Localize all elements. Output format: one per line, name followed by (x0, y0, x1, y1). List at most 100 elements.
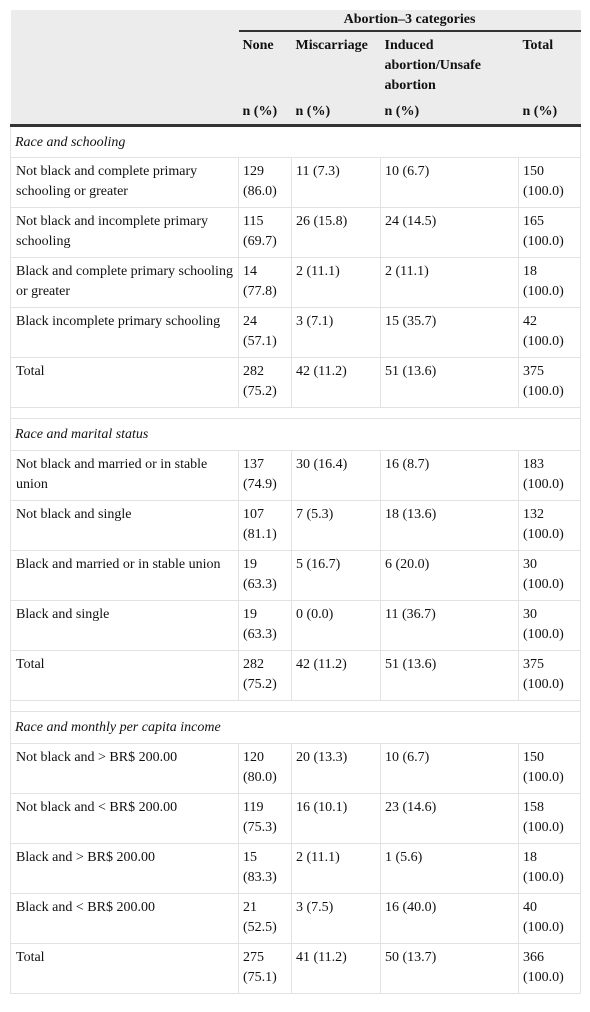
cell: 150 (100.0) (518, 743, 581, 794)
row-label: Black and single (10, 600, 239, 651)
cell: 275 (75.1) (238, 943, 292, 994)
data-row: Not black and single 107 (81.1) 7 (5.3) 18 … (10, 500, 581, 551)
cell: 15 (83.3) (238, 843, 292, 894)
unit-label: n (%) (238, 102, 292, 127)
data-row: Black incomplete primary schooling 24 (57… (10, 307, 581, 358)
row-label: Not black and married or in stable union (10, 450, 239, 501)
row-label: Black incomplete primary schooling (10, 307, 239, 358)
cell: 2 (11.1) (380, 257, 519, 308)
cell: 42 (100.0) (518, 307, 581, 358)
row-label: Total (10, 943, 239, 994)
data-row: Black and married or in stable union 19 (… (10, 550, 581, 601)
cell: 5 (16.7) (291, 550, 381, 601)
cell: 0 (0.0) (291, 600, 381, 651)
spacer (10, 407, 581, 419)
cell: 375 (100.0) (518, 357, 581, 408)
cell: 42 (11.2) (291, 650, 381, 701)
cell: 10 (6.7) (380, 743, 519, 794)
cell: 42 (11.2) (291, 357, 381, 408)
cell: 19 (63.3) (238, 550, 292, 601)
row-label: Not black and incomplete primary schooli… (10, 207, 239, 258)
section-row: Race and monthly per capita income (10, 711, 581, 744)
cell: 115 (69.7) (238, 207, 292, 258)
group-header: Abortion–3 categories (238, 10, 581, 32)
unit-label: n (%) (518, 102, 581, 127)
cell: 30 (16.4) (291, 450, 381, 501)
cell: 366 (100.0) (518, 943, 581, 994)
row-label: Not black and single (10, 500, 239, 551)
cell: 137 (74.9) (238, 450, 292, 501)
row-label: Total (10, 357, 239, 408)
row-label: Black and > BR$ 200.00 (10, 843, 239, 894)
section-title: Race and monthly per capita income (10, 711, 581, 744)
unit-label: n (%) (291, 102, 381, 127)
cell: 2 (11.1) (291, 843, 381, 894)
cell: 23 (14.6) (380, 793, 519, 844)
cell: 165 (100.0) (518, 207, 581, 258)
cell: 30 (100.0) (518, 600, 581, 651)
section-row: Race and schooling (10, 125, 581, 158)
data-row: Total 282 (75.2) 42 (11.2) 51 (13.6) 375 (10… (10, 357, 581, 408)
data-row: Total 282 (75.2) 42 (11.2) 51 (13.6) 375 (10… (10, 650, 581, 701)
row-label: Black and < BR$ 200.00 (10, 893, 239, 944)
cell: 3 (7.1) (291, 307, 381, 358)
cell: 24 (14.5) (380, 207, 519, 258)
cell: 18 (13.6) (380, 500, 519, 551)
cell: 120 (80.0) (238, 743, 292, 794)
cell: 40 (100.0) (518, 893, 581, 944)
cell: 132 (100.0) (518, 500, 581, 551)
row-label: Black and married or in stable union (10, 550, 239, 601)
cell: 15 (35.7) (380, 307, 519, 358)
cell: 3 (7.5) (291, 893, 381, 944)
column-header: Induced abortion/Unsafe abortion (380, 31, 519, 102)
cell: 10 (6.7) (380, 157, 519, 208)
spacer-row (10, 700, 581, 712)
spacer-row (10, 407, 581, 419)
cell: 150 (100.0) (518, 157, 581, 208)
data-row: Not black and < BR$ 200.00 119 (75.3) 16 (… (10, 793, 581, 844)
row-label: Black and complete primary schooling or … (10, 257, 239, 308)
header-blank (10, 10, 239, 31)
unit-label: n (%) (380, 102, 519, 127)
cell: 18 (100.0) (518, 843, 581, 894)
row-label: Not black and > BR$ 200.00 (10, 743, 239, 794)
cell: 16 (8.7) (380, 450, 519, 501)
header-blank (10, 102, 239, 127)
cell: 129 (86.0) (238, 157, 292, 208)
column-header: Miscarriage (291, 31, 381, 102)
section-title: Race and marital status (10, 418, 581, 451)
cell: 183 (100.0) (518, 450, 581, 501)
cell: 16 (40.0) (380, 893, 519, 944)
cell: 26 (15.8) (291, 207, 381, 258)
cell: 21 (52.5) (238, 893, 292, 944)
cell: 20 (13.3) (291, 743, 381, 794)
cell: 2 (11.1) (291, 257, 381, 308)
row-label: Not black and < BR$ 200.00 (10, 793, 239, 844)
header-blank (10, 31, 239, 102)
cell: 158 (100.0) (518, 793, 581, 844)
cell: 30 (100.0) (518, 550, 581, 601)
cell: 24 (57.1) (238, 307, 292, 358)
spacer (10, 700, 581, 712)
cell: 14 (77.8) (238, 257, 292, 308)
cell: 7 (5.3) (291, 500, 381, 551)
cell: 375 (100.0) (518, 650, 581, 701)
data-row: Total 275 (75.1) 41 (11.2) 50 (13.7) 366 (10… (10, 943, 581, 994)
section-title: Race and schooling (10, 125, 581, 158)
cell: 41 (11.2) (291, 943, 381, 994)
row-label: Not black and complete primary schooling… (10, 157, 239, 208)
cell: 50 (13.7) (380, 943, 519, 994)
data-row: Black and complete primary schooling or … (10, 257, 581, 308)
cell: 51 (13.6) (380, 357, 519, 408)
cell: 16 (10.1) (291, 793, 381, 844)
data-row: Black and single 19 (63.3) 0 (0.0) 11 (36.7… (10, 600, 581, 651)
data-row: Not black and > BR$ 200.00 120 (80.0) 20 (… (10, 743, 581, 794)
cell: 107 (81.1) (238, 500, 292, 551)
section-row: Race and marital status (10, 418, 581, 451)
data-row: Black and > BR$ 200.00 15 (83.3) 2 (11.1) 1… (10, 843, 581, 894)
table-body: Race and schooling Not black and complete… (10, 125, 581, 994)
cell: 282 (75.2) (238, 357, 292, 408)
cell: 11 (36.7) (380, 600, 519, 651)
cell: 1 (5.6) (380, 843, 519, 894)
